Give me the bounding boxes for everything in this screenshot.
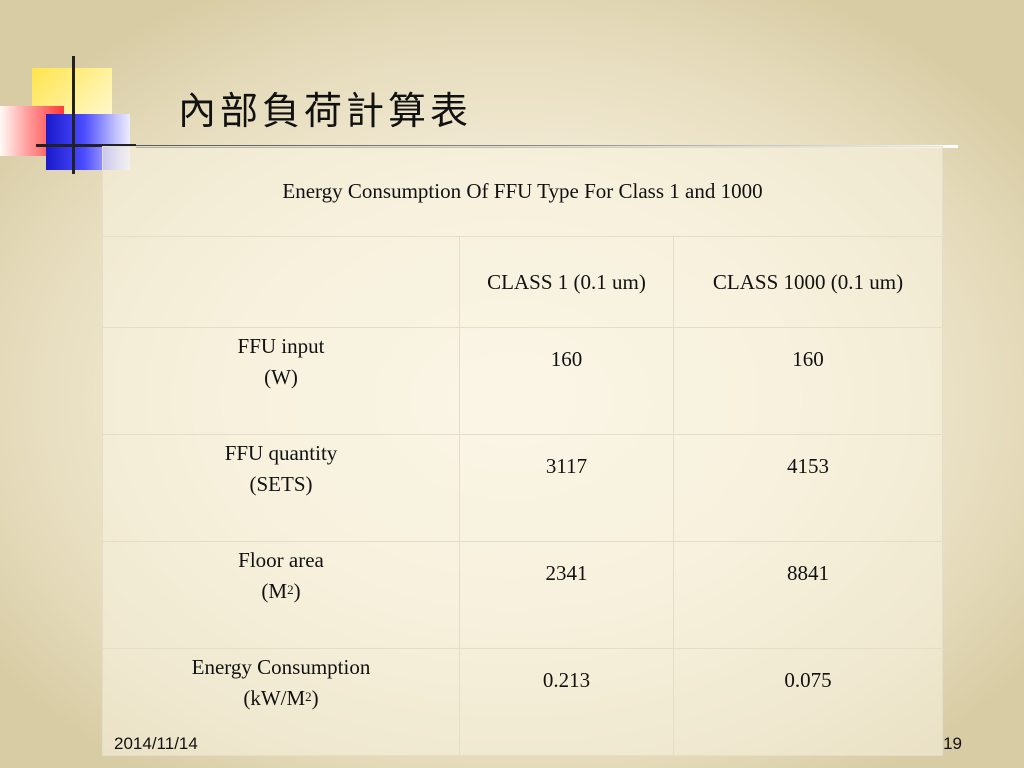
cell-class1000: 4153	[672, 434, 944, 542]
row-label: FFU quantity (SETS)	[102, 434, 460, 542]
cell-class1000: 0.075	[672, 648, 944, 756]
logo-vertical-line	[72, 56, 75, 174]
row-unit: (SETS)	[249, 472, 313, 496]
footer-date: 2014/11/14	[114, 734, 198, 753]
table-row: Floor area (M2) 2341 8841	[102, 541, 944, 649]
row-unit: (W)	[264, 365, 298, 389]
table-row: FFU quantity (SETS) 3117 4153	[102, 434, 944, 542]
energy-table: Energy Consumption Of FFU Type For Class…	[101, 146, 944, 756]
logo-horizontal-line	[36, 144, 136, 147]
table-header-row: CLASS 1 (0.1 um) CLASS 1000 (0.1 um)	[102, 236, 944, 328]
table-caption: Energy Consumption Of FFU Type For Class…	[101, 146, 944, 237]
slide-title: 內部負荷計算表	[178, 89, 473, 133]
cell-class1: 160	[459, 327, 674, 435]
row-label: FFU input (W)	[102, 327, 460, 435]
cell-class1000: 160	[672, 327, 944, 435]
row-unit: (kW/M2)	[243, 686, 319, 710]
cell-class1: 0.213	[459, 648, 674, 756]
cell-class1: 2341	[459, 541, 674, 649]
row-label: Floor area (M2)	[102, 541, 460, 649]
row-unit: (M2)	[261, 579, 301, 603]
table-row: FFU input (W) 160 160	[102, 327, 944, 435]
header-empty-cell	[102, 236, 460, 328]
table-caption-row: Energy Consumption Of FFU Type For Class…	[101, 146, 944, 237]
cell-class1000: 8841	[672, 541, 944, 649]
cell-class1: 3117	[459, 434, 674, 542]
table-row: Energy Consumption (kW/M2) 0.213 0.075	[102, 648, 944, 756]
row-label: Energy Consumption (kW/M2)	[102, 648, 460, 756]
page-number: 19	[943, 734, 962, 753]
header-class1: CLASS 1 (0.1 um)	[459, 236, 674, 328]
header-class1000: CLASS 1000 (0.1 um)	[672, 236, 944, 328]
